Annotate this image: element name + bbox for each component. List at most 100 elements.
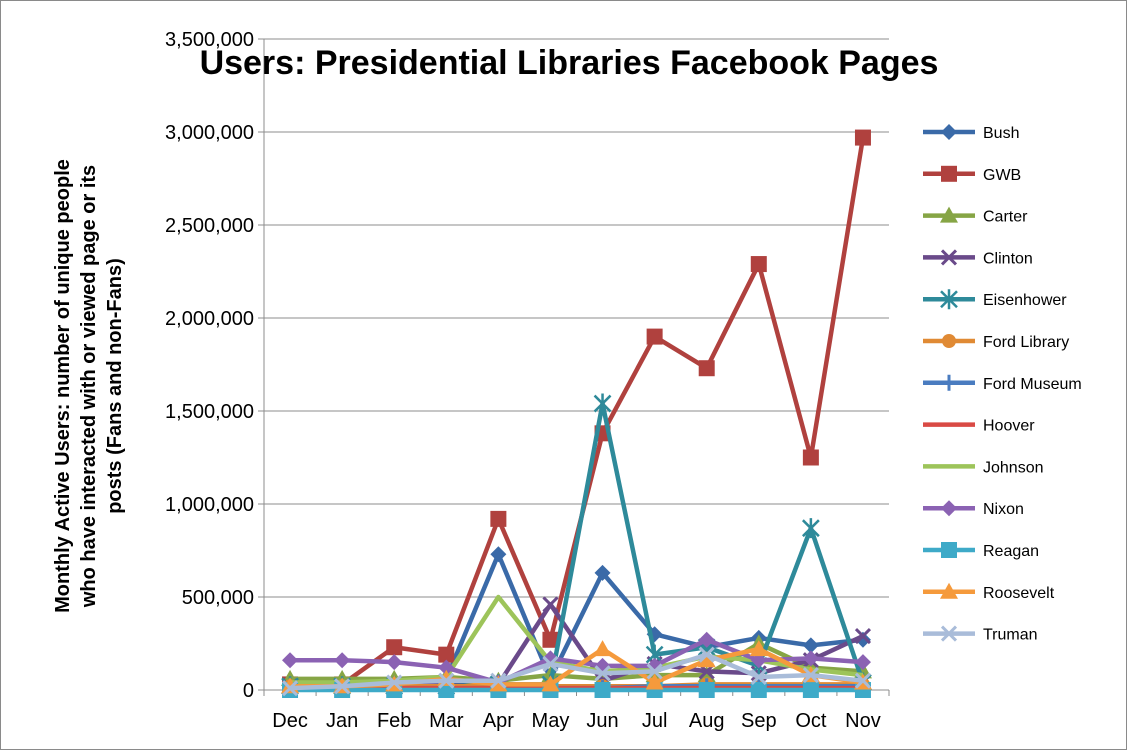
legend-label: Roosevelt [983, 585, 1055, 602]
data-point [801, 518, 820, 539]
legend-label: Hoover [983, 418, 1035, 435]
y-tick-labels: 0 500,000 1,000,000 1,500,000 2,000,000 2,500… [165, 29, 254, 702]
legend-label: Reagan [983, 543, 1039, 560]
legend-marker [941, 542, 957, 558]
x-tick-label: May [532, 710, 570, 732]
legend-marker [940, 249, 958, 266]
legend-label: GWB [983, 167, 1021, 184]
data-point [802, 637, 819, 654]
legend-label: Ford Library [983, 334, 1069, 351]
series-truman [281, 646, 872, 697]
data-point [490, 510, 507, 527]
x-tick-label: Apr [483, 710, 514, 732]
legend: Bush GWB Carter Clinton Eisenhower Ford Libra… [923, 124, 1082, 644]
data-point [386, 674, 403, 691]
x-tick-label: Jun [586, 710, 618, 732]
data-point [802, 650, 819, 667]
legend-marker [940, 289, 958, 310]
data-point [438, 672, 455, 689]
data-point [750, 668, 767, 686]
data-point [698, 631, 715, 648]
legend-label: Truman [983, 627, 1038, 644]
legend-item: Roosevelt [923, 582, 1055, 602]
data-point [541, 675, 560, 692]
legend-item: Clinton [923, 249, 1033, 267]
data-point [750, 652, 767, 669]
legend-label: Bush [983, 125, 1019, 142]
series-eisenhower [281, 393, 872, 697]
legend-item: Carter [923, 206, 1028, 226]
legend-label: Nixon [983, 501, 1024, 518]
data-point [750, 682, 767, 698]
data-point [594, 682, 611, 698]
y-axis-label-line-3: posts (Fans and non-Fans) [104, 258, 126, 514]
legend-item: Johnson [923, 459, 1044, 476]
legend-item: Hoover [923, 418, 1035, 435]
y-axis-label: Monthly Active Users: number of unique p… [52, 159, 126, 613]
data-point [490, 672, 507, 689]
chart-title: Users: Presidential Libraries Facebook P… [200, 44, 939, 82]
y-tick-label: 1,000,000 [165, 494, 254, 516]
legend-marker [941, 500, 957, 517]
y-tick-label: 3,000,000 [165, 122, 254, 144]
legend-marker [941, 165, 957, 182]
y-tick-label: 2,000,000 [165, 308, 254, 330]
data-point [802, 682, 819, 698]
legend-marker [940, 625, 958, 642]
legend-marker [942, 334, 956, 348]
legend-label: Ford Museum [983, 376, 1082, 393]
y-tick-label: 3,500,000 [165, 29, 254, 51]
legend-item: GWB [923, 165, 1021, 184]
legend-item: Nixon [923, 500, 1024, 518]
gridlines [264, 38, 889, 598]
data-point [854, 627, 872, 645]
data-point [542, 596, 559, 613]
x-tick-label: Nov [845, 710, 881, 732]
x-tick-labels: Dec Jan Feb Mar Apr May Jun Jul Aug Sep Oct Nov [272, 710, 880, 732]
y-axis-label-line-1: Monthly Active Users: number of unique p… [52, 159, 74, 613]
data-point [334, 678, 351, 695]
data-point [698, 646, 715, 663]
data-point [697, 666, 716, 683]
data-point [490, 546, 507, 563]
data-point [386, 639, 403, 656]
x-tick-label: Aug [689, 710, 725, 732]
legend-item: Ford Library [923, 334, 1069, 351]
legend-label: Carter [983, 209, 1028, 226]
x-tick-label: Oct [795, 710, 827, 732]
legend-marker [940, 206, 958, 223]
legend-label: Johnson [983, 459, 1044, 476]
data-point [542, 655, 559, 673]
data-point [489, 675, 508, 692]
data-point [282, 652, 299, 669]
series-line [289, 652, 864, 691]
data-point [646, 663, 663, 680]
data-point [542, 631, 559, 648]
y-tick-label: 500,000 [182, 587, 254, 609]
data-point [438, 659, 455, 676]
data-point [281, 680, 299, 697]
data-point [854, 129, 871, 146]
legend-item: Ford Museum [923, 374, 1082, 393]
data-point [802, 449, 819, 466]
x-tick-label: Feb [377, 710, 411, 732]
legend-label: Clinton [983, 250, 1033, 267]
data-point [646, 328, 663, 345]
x-tick-label: Sep [741, 710, 777, 732]
data-point [386, 654, 403, 671]
data-point [542, 650, 559, 667]
legend-item: Truman [923, 625, 1038, 644]
data-point [697, 651, 716, 668]
legend-item: Eisenhower [923, 289, 1067, 309]
data-point [594, 564, 611, 581]
series-line [290, 637, 864, 685]
data-point [593, 393, 612, 414]
data-point [698, 682, 715, 698]
data-point [645, 673, 664, 690]
data-point [438, 646, 455, 663]
y-tick-label: 0 [243, 680, 254, 702]
legend-marker [940, 582, 958, 599]
x-tick-label: Jul [642, 710, 668, 732]
data-point [802, 667, 819, 684]
